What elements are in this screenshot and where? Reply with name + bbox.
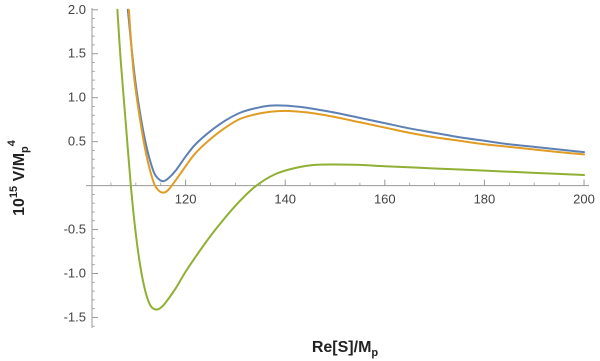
x-axis-title-main: Re[S]/M — [312, 339, 372, 356]
x-tick-label: 120 — [175, 192, 197, 207]
y-axis-title-sub: p — [19, 146, 31, 153]
y-tick-label: 1.0 — [68, 90, 86, 105]
y-tick-label: 1.5 — [68, 46, 86, 61]
x-axis-title-sub: p — [371, 347, 378, 359]
y-tick-label: -0.5 — [64, 222, 86, 237]
y-axis-title-prefix: 10 — [11, 198, 28, 216]
y-axis-title-exp: 15 — [8, 186, 20, 198]
plot-area — [116, 8, 586, 311]
y-axis-title-pow: 4 — [6, 139, 18, 146]
x-tick-label: 200 — [573, 192, 595, 207]
series-line-2 — [127, 8, 586, 194]
series-line-1 — [126, 8, 586, 183]
axes: 120 140 160 180 200 -1.5 -1.0 -0.5 0.5 1.0 1.5 2.0 — [64, 2, 595, 328]
y-tick-label: 0.5 — [68, 134, 86, 149]
y-tick-label: -1.0 — [64, 265, 86, 280]
y-tick-label: 2.0 — [68, 2, 86, 17]
series-line-3 — [116, 8, 586, 311]
y-axis-title: 1015 V/Mp4 — [6, 139, 31, 216]
x-tick-label: 140 — [274, 192, 296, 207]
y-tick-label: -1.5 — [64, 309, 86, 324]
y-axis-title-mid: V/M — [11, 153, 28, 186]
x-tick-label: 180 — [474, 192, 496, 207]
x-tick-label: 160 — [374, 192, 396, 207]
x-axis-title: Re[S]/Mp — [312, 339, 379, 359]
